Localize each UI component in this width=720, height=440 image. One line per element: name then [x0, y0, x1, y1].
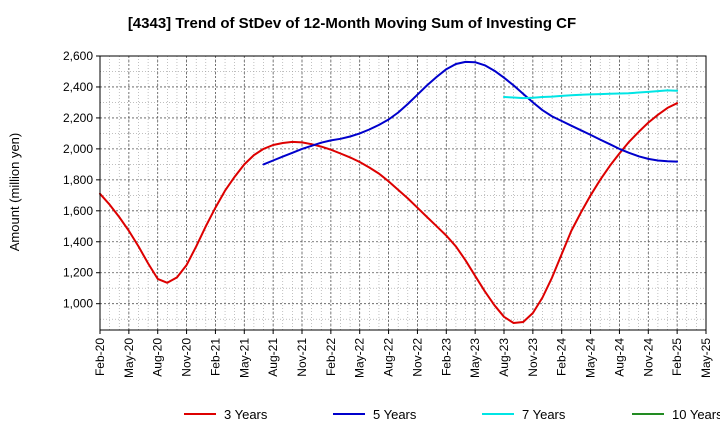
legend-label: 7 Years [522, 407, 566, 422]
plot-frame [99, 55, 707, 331]
y-tick-label: 2,000 [63, 142, 93, 156]
x-tick-label: May-21 [237, 338, 251, 378]
x-tick-layer: Feb-20 May-20 Aug-20 Nov-20 Feb-21 May-21 Aug-… [93, 330, 713, 378]
y-tick-label: 2,200 [63, 111, 93, 125]
x-tick-label: Feb-20 [93, 338, 107, 376]
x-tick-label: May-22 [353, 338, 367, 378]
x-tick-label: Nov-20 [180, 338, 194, 377]
legend-item-10-years: 10 Years [632, 407, 720, 422]
x-tick-label: May-20 [122, 338, 136, 378]
legend-item-7-years: 7 Years [482, 407, 566, 422]
y-tick-label: 1,200 [63, 266, 93, 280]
series-line-3-years [99, 102, 679, 324]
x-tick-label: Aug-24 [612, 338, 626, 377]
x-tick-label: Nov-21 [295, 338, 309, 377]
series-layer [99, 60, 679, 324]
y-tick-label: 2,400 [63, 80, 93, 94]
x-tick-label: Nov-23 [526, 338, 540, 377]
chart-title: [4343] Trend of StDev of 12-Month Moving… [128, 15, 576, 32]
legend-label: 3 Years [224, 407, 268, 422]
x-tick-label: Feb-25 [670, 338, 684, 376]
legend-item-5-years: 5 Years [333, 407, 417, 422]
x-tick-label: Feb-23 [439, 338, 453, 376]
x-tick-label: Aug-20 [151, 338, 165, 377]
x-tick-label: May-25 [699, 338, 713, 378]
x-tick-label: Nov-24 [641, 338, 655, 377]
x-tick-label: Aug-21 [266, 338, 280, 377]
y-tick-layer: 1,000 1,200 1,400 1,600 1,800 2,000 2,200 2,400… [63, 49, 100, 311]
grid-layer [100, 56, 706, 330]
y-tick-label: 1,400 [63, 235, 93, 249]
legend-label: 5 Years [373, 407, 417, 422]
y-tick-label: 1,000 [63, 297, 93, 311]
series-line-5-years [262, 60, 679, 166]
legend-item-3-years: 3 Years [184, 407, 268, 422]
x-tick-label: Aug-22 [382, 338, 396, 377]
x-tick-label: Aug-23 [497, 338, 511, 377]
y-tick-label: 1,600 [63, 204, 93, 218]
x-tick-label: May-24 [584, 338, 598, 378]
series-line-7-years [503, 89, 679, 100]
x-tick-label: Feb-22 [324, 338, 338, 376]
x-tick-label: May-23 [468, 338, 482, 378]
x-tick-label: Feb-24 [555, 338, 569, 376]
x-tick-label: Feb-21 [208, 338, 222, 376]
x-tick-label: Nov-22 [410, 338, 424, 377]
y-tick-label: 1,800 [63, 173, 93, 187]
legend-label: 10 Years [672, 407, 720, 422]
y-tick-label: 2,600 [63, 49, 93, 63]
legend: 3 Years 5 Years 7 Years 10 Years [184, 407, 720, 422]
y-axis-label: Amount (million yen) [7, 133, 22, 252]
